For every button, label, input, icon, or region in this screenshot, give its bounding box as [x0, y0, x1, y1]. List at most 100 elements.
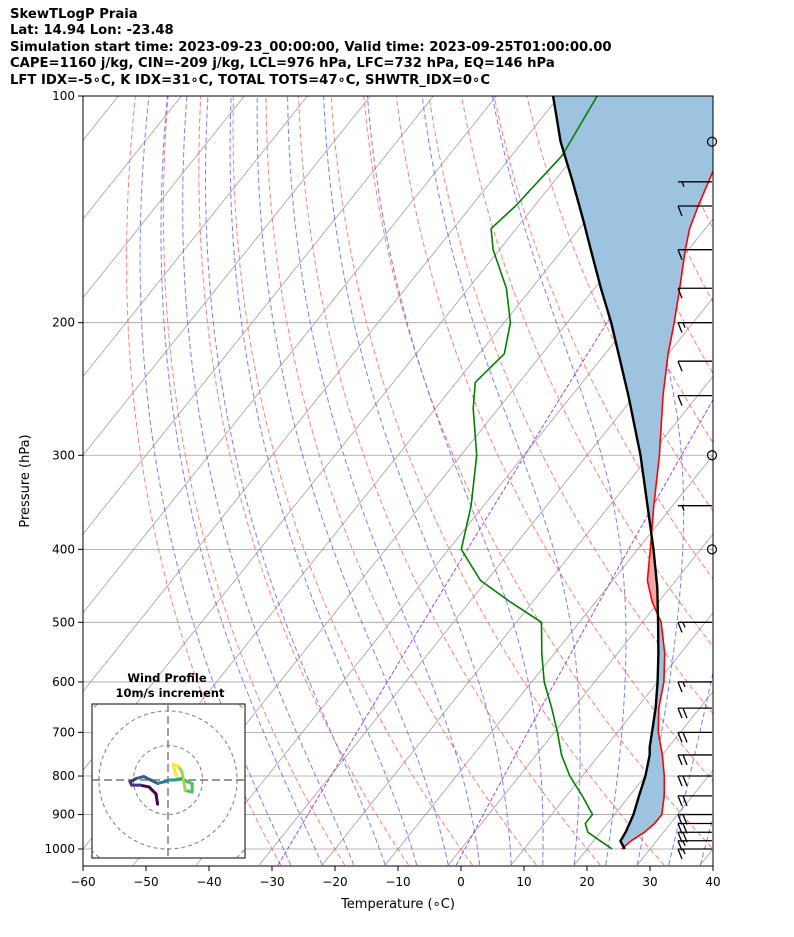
cin-area-segment [586, 232, 690, 238]
wind-barb-half-flag [682, 840, 686, 846]
cin-area-segment [556, 120, 713, 128]
cin-area-segment [643, 480, 657, 483]
wind-barb [677, 681, 712, 693]
cin-area-segment [589, 245, 687, 250]
wind-barb [677, 360, 712, 372]
dry-adiabat-line [232, 96, 473, 866]
cin-area-segment [575, 191, 705, 197]
cin-area-segment [636, 439, 661, 443]
x-tick-label: −30 [259, 875, 284, 889]
dry-adiabat-line [198, 96, 409, 866]
cin-area-segment [621, 368, 667, 372]
cin-area-segment [577, 201, 701, 207]
wind-barb-flag [677, 622, 683, 633]
wind-barb-flag [677, 754, 683, 766]
isotherm-line [321, 375, 713, 866]
wind-barb-flag [682, 795, 688, 807]
figure-title-block: SkewTLogP Praia Lat: 14.94 Lon: -23.48 S… [10, 7, 612, 89]
dry-adiabat-line [126, 96, 282, 866]
cin-area-segment [579, 205, 699, 211]
cin-area-segment [640, 459, 660, 463]
cin-area-segment [615, 341, 671, 346]
x-tick-label: −40 [196, 875, 221, 889]
x-tick-label: 30 [642, 875, 657, 889]
cin-area-segment [624, 381, 666, 386]
cin-area-segment [613, 335, 673, 339]
dry-adiabat-line [558, 96, 713, 444]
moist-adiabat-line [160, 96, 323, 866]
hodograph-subtitle: 10m/s increment [116, 686, 225, 700]
cin-area-segment [628, 397, 664, 402]
dry-adiabat-line [428, 96, 713, 715]
cin-area-segment [614, 338, 672, 343]
x-tick-label: 40 [705, 875, 720, 889]
x-axis-label: Temperature (∘C) [340, 897, 455, 912]
wind-barb-half-flag [682, 848, 686, 855]
moist-adiabat-line [139, 96, 292, 866]
cin-area-segment [557, 126, 713, 134]
wind-barb-half-flag [681, 181, 685, 188]
wind-barb-flag [682, 732, 688, 743]
cin-area-segment [553, 102, 713, 110]
cin-area-segment [626, 390, 665, 394]
cin-area-segment [630, 405, 663, 409]
isotherm-line [573, 690, 713, 866]
x-tick-label: 0 [457, 875, 465, 889]
cin-area-segment [599, 284, 681, 289]
isotherm-line [384, 454, 713, 866]
wind-barb-flag [677, 848, 683, 860]
isotherm-line [83, 96, 497, 614]
cin-area-segment [636, 436, 661, 440]
wind-barb-flag [677, 831, 683, 843]
hodograph-trace-segment [182, 778, 187, 792]
cin-area-segment [636, 434, 662, 438]
cin-area-segment [612, 328, 674, 333]
x-tick-label: −50 [133, 875, 158, 889]
wind-barb-flag [677, 681, 683, 693]
cin-area-segment [631, 413, 663, 417]
cin-area-segment [591, 253, 686, 259]
y-tick-label: 900 [52, 808, 75, 822]
y-tick-label: 700 [52, 725, 75, 739]
cin-area-segment [613, 331, 673, 336]
profile-lines [460, 96, 713, 850]
cin-area-segment [594, 265, 684, 270]
moist-adiabat-line [205, 96, 386, 866]
cin-area-segment [597, 276, 682, 282]
dry-adiabat-line [395, 96, 713, 782]
wind-barb [678, 505, 712, 511]
moist-adiabat-line [256, 96, 449, 866]
x-tick-label: −60 [70, 875, 95, 889]
wind-barb [677, 287, 712, 299]
wind-barb-flag [682, 831, 688, 843]
wind-barb-flag [677, 775, 683, 787]
moist-adiabat-line [366, 96, 544, 866]
cin-area-segment [585, 228, 690, 234]
cin-area-segment [640, 457, 660, 460]
location-line: Lat: 14.94 Lon: -23.48 [10, 23, 174, 39]
cin-area-segment [635, 432, 662, 436]
cin-area-segment [564, 155, 713, 162]
wind-barb [677, 205, 712, 217]
moist-adiabat-line [287, 96, 481, 866]
cin-area-segment [603, 298, 679, 303]
wind-barb-half-flag [682, 622, 686, 628]
wind-barb [677, 775, 712, 787]
cin-area-segment [584, 223, 692, 229]
dewpoint-profile-line [460, 96, 613, 850]
isotherm-line [83, 96, 245, 299]
dry-adiabat-line [755, 96, 794, 865]
cin-area-segment [587, 236, 689, 242]
wind-barb [677, 249, 712, 260]
wind-barb-flag [677, 395, 683, 406]
wind-barb-half-flag [681, 505, 685, 511]
cin-area-segment [561, 144, 713, 151]
y-tick-label: 1000 [44, 842, 75, 856]
isotherm-line [447, 533, 713, 866]
moist-adiabat-line [229, 96, 418, 866]
cin-area-segment [631, 410, 663, 414]
wind-barb-flag [677, 795, 683, 807]
cin-area-segment [630, 408, 663, 412]
cin-area-segment [642, 469, 659, 473]
cin-area-segment [622, 373, 667, 378]
